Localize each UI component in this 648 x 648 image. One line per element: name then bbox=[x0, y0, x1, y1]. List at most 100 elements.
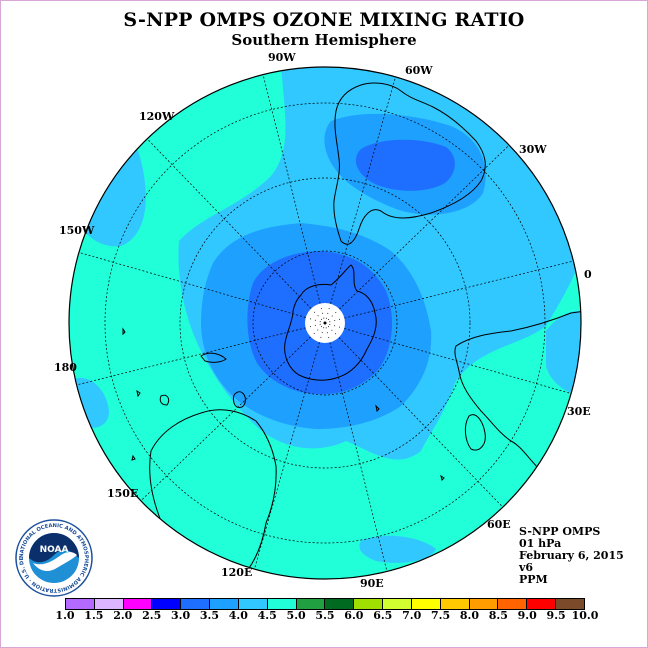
legend-tick-labels: 1.0 1.5 2.0 2.5 3.0 3.5 4.0 4.5 5.0 5.5 6.0 6.5 7.0 7… bbox=[55, 609, 598, 623]
madagascar-coastline bbox=[464, 414, 486, 451]
pole-dot bbox=[320, 307, 322, 309]
meridian-line bbox=[140, 336, 311, 502]
lon-label-60e: 60E bbox=[487, 518, 511, 531]
pole-dot bbox=[319, 321, 321, 323]
lon-label-90e: 90E bbox=[360, 577, 384, 590]
legend-swatch bbox=[210, 599, 239, 609]
color-legend bbox=[65, 598, 585, 610]
pole-dot bbox=[323, 327, 325, 329]
pole-dot bbox=[335, 312, 337, 314]
legend-swatch bbox=[267, 599, 297, 609]
meridian-line bbox=[76, 327, 306, 386]
pole-dot bbox=[319, 323, 321, 325]
pole-dot bbox=[310, 318, 312, 320]
tasmania-coastline bbox=[232, 391, 246, 408]
legend-swatch bbox=[181, 599, 211, 609]
map-title: S-NPP OMPS OZONE MIXING RATIO bbox=[123, 9, 525, 31]
small-islands bbox=[122, 327, 445, 481]
pole-dot bbox=[338, 326, 340, 328]
legend-tick-label: 7.5 bbox=[430, 609, 451, 622]
meridian-line bbox=[338, 337, 504, 508]
info-instrument: S-NPP OMPS bbox=[519, 525, 601, 538]
pole-dot bbox=[334, 320, 336, 322]
legend-swatch bbox=[66, 599, 95, 609]
pole-dot bbox=[314, 311, 316, 313]
pole-dot bbox=[329, 321, 331, 323]
legend-tick-label: 1.5 bbox=[84, 609, 104, 622]
legend-tick-label: 5.5 bbox=[315, 609, 335, 622]
lon-label-90w: 90W bbox=[268, 51, 296, 64]
legend-tick-label: 9.0 bbox=[517, 609, 537, 622]
antarctica-coastline bbox=[284, 264, 377, 381]
legend-swatch bbox=[94, 599, 124, 609]
legend-swatch bbox=[383, 599, 412, 609]
meridian-line bbox=[329, 342, 388, 572]
pole-dot bbox=[328, 308, 330, 310]
pole-dot bbox=[322, 312, 324, 314]
legend-tick-label: 5.0 bbox=[286, 609, 306, 622]
info-units: PPM bbox=[519, 573, 548, 586]
legend-swatch bbox=[325, 599, 355, 609]
legend-tick-label: 1.0 bbox=[55, 609, 75, 622]
lon-label-180: 180 bbox=[54, 361, 77, 374]
legend-tick-label: 2.0 bbox=[113, 609, 133, 622]
meridian-line bbox=[344, 260, 574, 319]
noaa-logo: NATIONAL OCEANIC AND ATMOSPHERIC ADMINIS… bbox=[15, 519, 93, 597]
product-info: S-NPP OMPS 01 hPa February 6, 2015 v6 PP… bbox=[519, 526, 624, 586]
legend-swatch bbox=[354, 599, 384, 609]
south-pole-marker bbox=[323, 321, 327, 325]
lon-label-30w: 30W bbox=[519, 143, 547, 156]
map-border bbox=[68, 66, 582, 580]
pole-dot bbox=[321, 332, 323, 334]
legend-tick-label: 6.0 bbox=[344, 609, 364, 622]
lon-label-120e: 120E bbox=[221, 566, 253, 579]
legend-tick-label: 10.0 bbox=[571, 609, 599, 622]
meridian-line bbox=[330, 76, 396, 304]
pole-dot bbox=[314, 324, 316, 326]
legend-tick-label: 7.0 bbox=[402, 609, 422, 622]
pole-dot bbox=[320, 325, 322, 327]
pole-dot bbox=[339, 318, 341, 320]
meridian-line bbox=[344, 328, 572, 394]
legend-swatch bbox=[238, 599, 268, 609]
pole-dot bbox=[328, 337, 330, 339]
legend-tick-label: 4.5 bbox=[257, 609, 277, 622]
pole-dot bbox=[321, 318, 323, 320]
pole-dot bbox=[334, 333, 336, 335]
legend-swatch bbox=[440, 599, 470, 609]
lon-label-120w: 120W bbox=[139, 110, 175, 123]
pole-dots bbox=[309, 307, 341, 339]
meridian-line bbox=[146, 138, 312, 309]
legend-tick-label: 9.5 bbox=[546, 609, 566, 622]
africa-coastline bbox=[454, 310, 581, 476]
pole-dot bbox=[317, 315, 319, 317]
ozone-field-3p0-3p5 bbox=[355, 139, 455, 191]
south-america-coastline bbox=[333, 82, 486, 245]
legend-tick-label: 4.0 bbox=[228, 609, 248, 622]
meridian-lines bbox=[76, 74, 574, 572]
meridian-line bbox=[254, 342, 320, 570]
legend-tick-label: 8.0 bbox=[459, 609, 480, 622]
info-date: February 6, 2015 bbox=[519, 549, 624, 562]
pole-dot bbox=[334, 325, 336, 327]
map-subtitle: Southern Hemisphere bbox=[231, 31, 417, 49]
meridian-line bbox=[78, 252, 306, 318]
new-zealand-coastline bbox=[159, 352, 227, 406]
pole-dot bbox=[327, 326, 329, 328]
pole-dot bbox=[309, 326, 311, 328]
lon-label-30e: 30E bbox=[567, 405, 591, 418]
lon-label-150w: 150W bbox=[59, 224, 95, 237]
lon-label-60w: 60W bbox=[405, 64, 433, 77]
pole-dot bbox=[327, 312, 329, 314]
legend-swatch bbox=[469, 599, 499, 609]
noaa-logo-text: NOAA bbox=[40, 545, 69, 555]
legend-tick-label: 6.5 bbox=[373, 609, 393, 622]
pole-dot bbox=[331, 315, 333, 317]
legend-swatch bbox=[411, 599, 441, 609]
pole-dot bbox=[317, 329, 319, 331]
info-level: 01 hPa bbox=[519, 537, 562, 550]
legend-swatch bbox=[123, 599, 153, 609]
pole-dot bbox=[331, 329, 333, 331]
